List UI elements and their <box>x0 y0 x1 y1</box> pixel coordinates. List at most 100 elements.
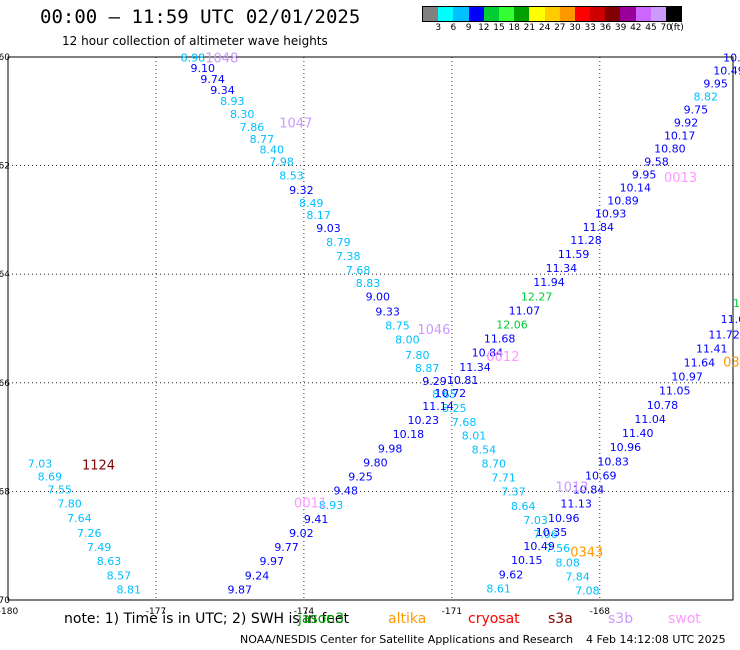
pass-time-label: 1013 <box>555 480 588 495</box>
color-swatch <box>529 7 545 21</box>
color-legend-label: 42 <box>630 23 642 33</box>
wave-height-label: 10.35 <box>536 526 568 539</box>
pass-time-label: 1047 <box>279 117 312 132</box>
color-swatch <box>544 7 560 21</box>
x-tick-label: -174 <box>294 607 315 617</box>
color-legend-label: 21 <box>523 23 536 33</box>
wave-height-label: 10.96 <box>610 441 642 454</box>
wave-height-label: 10.15 <box>511 554 543 567</box>
pass-time-label: 0011 <box>294 497 327 512</box>
wave-height-label: 8.81 <box>117 583 142 596</box>
wave-height-label: 8.82 <box>694 90 719 103</box>
color-legend-label: 18 <box>508 23 520 33</box>
wave-height-label: 8.65 <box>432 388 457 401</box>
wave-height-label: 10.97 <box>671 371 703 384</box>
color-legend-label: 39 <box>614 23 627 33</box>
wave-height-label: 8.49 <box>299 197 324 210</box>
wave-height-label: 11.94 <box>533 276 565 289</box>
wave-height-label: 7.55 <box>47 484 71 497</box>
wave-height-label: 10.17 <box>664 130 696 143</box>
pass-time-label: 0012 <box>486 350 519 365</box>
wave-height-label: 10.89 <box>723 51 740 64</box>
wave-height-label: 7.86 <box>240 121 265 134</box>
wave-height-label: 7.68 <box>346 264 371 277</box>
wave-height-label: 7.84 <box>565 570 590 583</box>
wave-height-label: 8.83 <box>356 277 381 290</box>
wave-height-label: 7.03 <box>523 514 548 527</box>
wave-height-label: 11.59 <box>558 248 590 261</box>
wave-height-label: 7.03 <box>28 458 52 471</box>
wave-height-label: 7.49 <box>87 541 112 554</box>
color-swatch <box>635 7 651 21</box>
color-swatch <box>514 7 530 21</box>
color-legend-label: 33 <box>584 23 596 33</box>
wave-height-label: 13 <box>733 297 740 310</box>
wave-height-label: 9.92 <box>674 117 699 130</box>
y-tick-label: -66 <box>0 379 10 389</box>
wave-height-label: 11.68 <box>484 333 516 346</box>
wave-height-label: 11.14 <box>422 400 454 413</box>
color-swatch <box>438 7 454 21</box>
wave-height-label: 9.95 <box>632 169 657 182</box>
wave-height-label: 11.05 <box>659 385 691 398</box>
wave-height-label: 9.98 <box>378 442 403 455</box>
wave-height-label: 10.89 <box>607 195 639 208</box>
color-legend-label: 12 <box>478 23 490 33</box>
color-swatch <box>423 7 439 21</box>
y-tick-label: -68 <box>0 487 10 497</box>
wave-height-label: 11.28 <box>570 234 602 247</box>
wave-height-label: 9.97 <box>260 555 285 568</box>
color-legend-label: 27 <box>554 23 566 33</box>
y-tick-label: -64 <box>0 270 10 280</box>
wave-height-label: 8.93 <box>220 95 245 108</box>
footer-credit: NOAA/NESDIS Center for Satellite Applica… <box>240 633 574 646</box>
wave-height-label: 7.68 <box>452 416 477 429</box>
wave-height-label: 8.79 <box>326 236 351 249</box>
wave-height-label: 9.87 <box>227 583 252 596</box>
wave-height-label: 11.04 <box>634 413 666 426</box>
wave-height-label: 12.06 <box>496 319 528 332</box>
pass-time-label: 03 <box>723 356 740 371</box>
color-swatch <box>483 7 499 21</box>
wave-height-label: 10.69 <box>585 469 617 482</box>
wave-height-label: 8.08 <box>555 556 580 569</box>
wave-height-label: 8.00 <box>395 334 420 347</box>
wave-height-label: 8.75 <box>385 320 410 333</box>
wave-height-label: 11.72 <box>708 328 740 341</box>
wave-height-label: 11.84 <box>583 221 615 234</box>
wave-height-label: 9.58 <box>644 156 669 169</box>
color-swatch <box>666 7 682 21</box>
satellite-legend-item: swot <box>668 611 701 627</box>
wave-height-label: 9.95 <box>703 77 728 90</box>
wave-height-label: 8.53 <box>279 170 304 183</box>
color-swatch <box>468 7 484 21</box>
color-swatch <box>498 7 515 21</box>
wave-height-label: 8.25 <box>442 402 467 415</box>
wave-height-label: 10.96 <box>548 512 580 525</box>
wave-height-label: 8.01 <box>462 429 487 442</box>
wave-height-label: 9.25 <box>348 471 373 484</box>
wave-height-label: 7.08 <box>575 585 600 598</box>
wave-height-label: 10.23 <box>407 414 439 427</box>
wave-height-label: 11.34 <box>546 262 578 275</box>
color-legend-unit: (ft) <box>670 23 684 33</box>
wave-height-label: 11.34 <box>459 361 491 374</box>
wave-height-label: 10.72 <box>435 387 467 400</box>
satellite-legend-item: cryosat <box>468 611 520 627</box>
satellite-legend-item: s3a <box>548 611 573 627</box>
wave-height-label: 9.62 <box>499 568 524 581</box>
wave-height-label: 12.27 <box>521 290 553 303</box>
wave-height-label: 9.29 <box>422 375 447 388</box>
wave-height-label: 10.84 <box>573 484 605 497</box>
wave-height-label: 10.81 <box>447 374 479 387</box>
satellite-legend-item: jason3 <box>298 611 345 627</box>
wave-height-label: 9.34 <box>210 84 235 97</box>
wave-height-label: 7.98 <box>269 156 294 169</box>
wave-height-label: 9.77 <box>274 541 299 554</box>
x-tick-label: -168 <box>590 607 611 617</box>
wave-height-label: 10.93 <box>595 208 627 221</box>
wave-height-label: 8.70 <box>481 458 506 471</box>
wave-height-label: 9.02 <box>289 527 314 540</box>
wave-height-label: 10.83 <box>597 455 629 468</box>
